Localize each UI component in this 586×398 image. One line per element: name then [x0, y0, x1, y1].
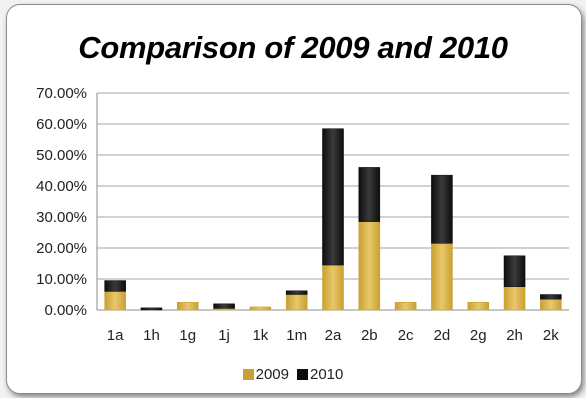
bar-2009-1m: [285, 294, 308, 311]
bar-2009-1g: [176, 302, 199, 311]
x-tick-label: 1m: [286, 327, 307, 344]
bar-2010-2d: [431, 174, 453, 244]
bar-2009-2b: [358, 221, 381, 311]
y-tick-label: 30.00%: [36, 209, 87, 226]
bar-2010-1j: [213, 303, 235, 309]
x-tick-label: 2b: [361, 327, 378, 344]
bar-2010-1m: [285, 290, 308, 295]
x-tick-label: 2h: [506, 327, 523, 344]
bar-2009-2h: [503, 286, 526, 311]
x-tick-label: 1k: [252, 327, 268, 344]
legend-item: 2010: [297, 366, 343, 383]
x-tick-label: 2a: [325, 327, 342, 344]
x-tick-label: 2c: [398, 327, 414, 344]
bar-2009-2k: [540, 298, 562, 311]
bar-2010-2k: [540, 294, 562, 300]
bar-2009-2a: [322, 264, 344, 311]
y-tick-label: 50.00%: [36, 147, 87, 164]
x-tick-label: 1a: [107, 327, 124, 344]
bar-2009-2d: [431, 243, 453, 311]
bar-2010-2b: [358, 167, 381, 222]
legend-label: 2009: [255, 366, 289, 383]
bar-2010-2h: [503, 255, 526, 287]
bar-2009-2g: [467, 302, 490, 311]
legend-swatch: [297, 369, 308, 380]
x-tick-label: 1h: [143, 327, 160, 344]
chart-legend: 2009 2010: [0, 366, 586, 383]
bar-2010-1a: [104, 280, 126, 292]
chart-frame: [6, 4, 582, 394]
y-tick-label: 70.00%: [36, 85, 87, 102]
x-tick-label: 1g: [179, 327, 196, 344]
x-tick-label: 2k: [543, 327, 559, 344]
y-tick-label: 10.00%: [36, 271, 87, 288]
y-tick-label: 40.00%: [36, 178, 87, 195]
bar-2009-1k: [249, 306, 272, 311]
chart-title: Comparison of 2009 and 2010: [78, 30, 508, 65]
bar-2010-2a: [322, 128, 344, 266]
legend-item: 2009: [242, 366, 289, 383]
x-tick-label: 2d: [434, 327, 451, 344]
y-tick-label: 60.00%: [36, 116, 87, 133]
bar-2009-2c: [394, 302, 417, 311]
x-tick-label: 1j: [218, 327, 230, 344]
legend-swatch: [242, 369, 254, 380]
x-tick-label: 2g: [470, 327, 487, 344]
y-tick-label: 20.00%: [36, 240, 87, 257]
bar-2010-1h: [140, 307, 163, 311]
bar-2009-1a: [104, 291, 126, 311]
y-tick-label: 0.00%: [44, 302, 87, 319]
legend-label: 2010: [310, 366, 344, 383]
